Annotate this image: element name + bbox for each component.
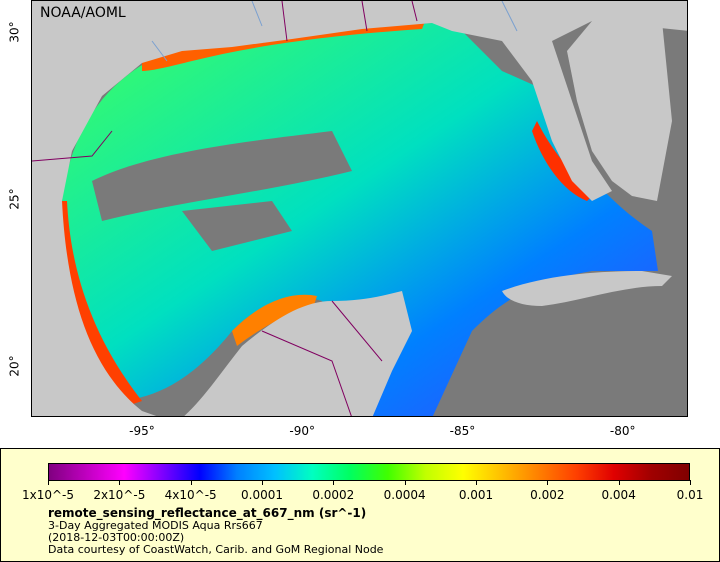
us-mainland: [32, 1, 687, 201]
y-tick-label: 25°: [7, 188, 22, 210]
credit-label: NOAA/AOML: [40, 5, 126, 21]
map-area: NOAA/AOML: [31, 0, 688, 417]
colorbar-tick-label: 0.001: [458, 488, 494, 502]
y-tick-label: 30°: [7, 21, 22, 43]
colorbar-tickmark: [119, 480, 121, 485]
gulf-ocean: [62, 22, 658, 416]
colorbar-tickmark: [48, 480, 49, 485]
colorbar-tick-label: 0.01: [676, 488, 704, 502]
mexico-border: [261, 300, 383, 416]
colorbar-tick-label: 0.0004: [383, 488, 426, 502]
cuba: [502, 271, 672, 306]
yucatan-peninsula: [184, 291, 412, 416]
colorbar-tickmark: [333, 480, 335, 485]
colorbar-tickmark: [547, 480, 549, 485]
colorbar-tick-label: 0.004: [601, 488, 636, 502]
mexico-mainland: [32, 201, 157, 416]
reflectance-map: [32, 1, 687, 416]
x-tick-label: -90°: [289, 424, 316, 438]
legend-line-1: 3-Day Aggregated MODIS Aqua Rrs667: [48, 519, 263, 532]
colorbar-tick-label: 0.0002: [312, 488, 355, 502]
florida-peninsula: [567, 21, 672, 201]
y-tick-label: 20°: [7, 355, 22, 377]
legend-panel: 1x10^-5 2x10^-5 4x10^-5 0.0001 0.0002 0.0004 0…: [0, 448, 720, 562]
legend-title: remote_sensing_reflectance_at_667_nm (sr…: [48, 506, 367, 520]
x-tick-label: -85°: [449, 424, 476, 438]
colorbar-tickmark: [476, 480, 477, 485]
legend-line-2: (2018-12-03T00:00:00Z): [48, 531, 185, 544]
cloud-patch-3: [182, 201, 292, 251]
colorbar-tickmark: [404, 480, 406, 485]
colorbar: [48, 463, 690, 481]
state-border: [32, 1, 418, 162]
colorbar-tickmark: [190, 480, 192, 485]
colorbar-tick-label: 0.002: [530, 488, 565, 502]
colorbar-tickmark: [262, 480, 263, 485]
legend-line-3: Data courtesy of CoastWatch, Carib. and …: [48, 543, 384, 556]
x-tick-label: -80°: [609, 424, 636, 438]
yucatan-coast-red: [232, 294, 317, 346]
river: [151, 1, 518, 62]
colorbar-tickmark: [690, 480, 691, 485]
colorbar-tick-label: 4x10^-5: [164, 488, 217, 502]
colorbar-tickmark: [618, 480, 620, 485]
colorbar-tick-label: 2x10^-5: [93, 488, 146, 502]
cloud-patch-1: [92, 131, 352, 221]
colorbar-tick-label: 1x10^-5: [21, 488, 75, 502]
colorbar-tick-label: 0.0001: [241, 488, 283, 502]
x-tick-label: -95°: [129, 424, 155, 438]
